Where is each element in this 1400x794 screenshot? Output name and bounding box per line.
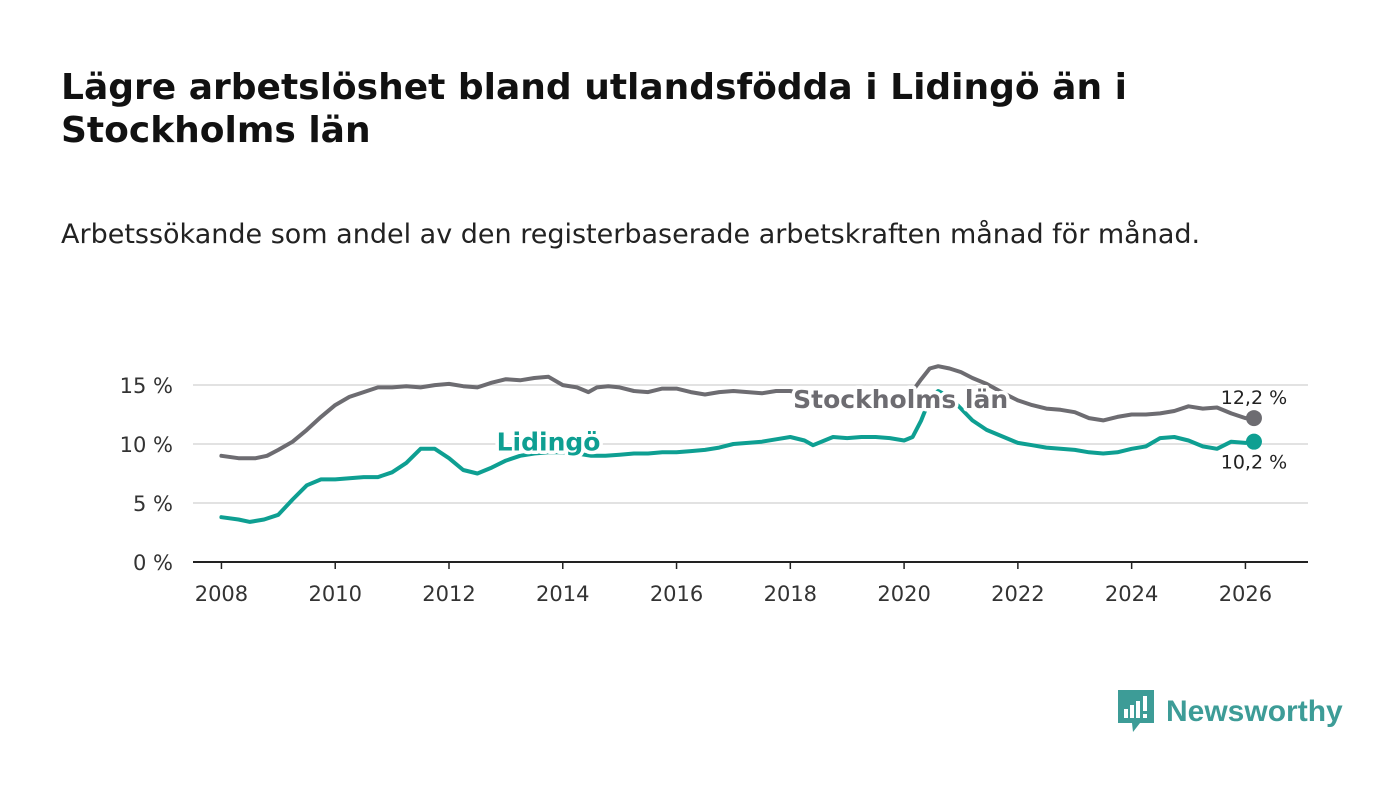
x-tick-label: 2022	[991, 582, 1044, 606]
lidingo-end-dot	[1245, 433, 1262, 450]
series-lines	[219, 364, 1262, 524]
stockholm-end-dot	[1245, 410, 1262, 427]
chart-subtitle: Arbetssökande som andel av den registerb…	[61, 219, 1201, 250]
x-tick-label: 2014	[536, 582, 589, 606]
x-tick-label: 2016	[650, 582, 703, 606]
x-tick-label: 2012	[422, 582, 475, 606]
chart-title: Lägre arbetslöshet bland utlandsfödda i …	[61, 67, 1127, 151]
newsworthy-logo: Newsworthy	[1118, 690, 1343, 734]
y-tick-label: 15 %	[120, 374, 173, 398]
y-axis-ticks: 0 % 5 % 10 % 15 %	[120, 374, 173, 575]
lidingo-line	[219, 389, 1256, 524]
x-tick-label: 2010	[308, 582, 361, 606]
x-tick-label: 2024	[1105, 582, 1158, 606]
x-axis: 2008 2010 2012 2014 2016 2018 2020 2022 2024 2026	[193, 561, 1308, 606]
x-tick-label: 2026	[1219, 582, 1272, 606]
series-labels: 12,2 % 10,2 % Stockholms län Lidingö	[493, 382, 1287, 474]
x-tick-label: 2018	[764, 582, 817, 606]
lidingo-series-label: Lidingö	[497, 428, 601, 457]
x-tick-label: 2008	[195, 582, 248, 606]
stockholm-series-label: Stockholms län	[793, 385, 1008, 414]
y-tick-label: 10 %	[120, 433, 173, 457]
lidingo-end-label: 10,2 %	[1221, 452, 1287, 474]
stockholm-line	[219, 364, 1256, 461]
y-tick-label: 5 %	[133, 492, 173, 516]
stockholm-end-label: 12,2 %	[1221, 387, 1287, 409]
brand-name: Newsworthy	[1166, 695, 1343, 728]
line-chart: 0 %5 %10 %15 % 2008 2010 2012 2014 2016 2018 2…	[120, 364, 1308, 606]
x-tick-label: 2020	[877, 582, 930, 606]
newsworthy-logo-icon	[1118, 690, 1154, 732]
y-tick-label: 0 %	[133, 551, 173, 575]
